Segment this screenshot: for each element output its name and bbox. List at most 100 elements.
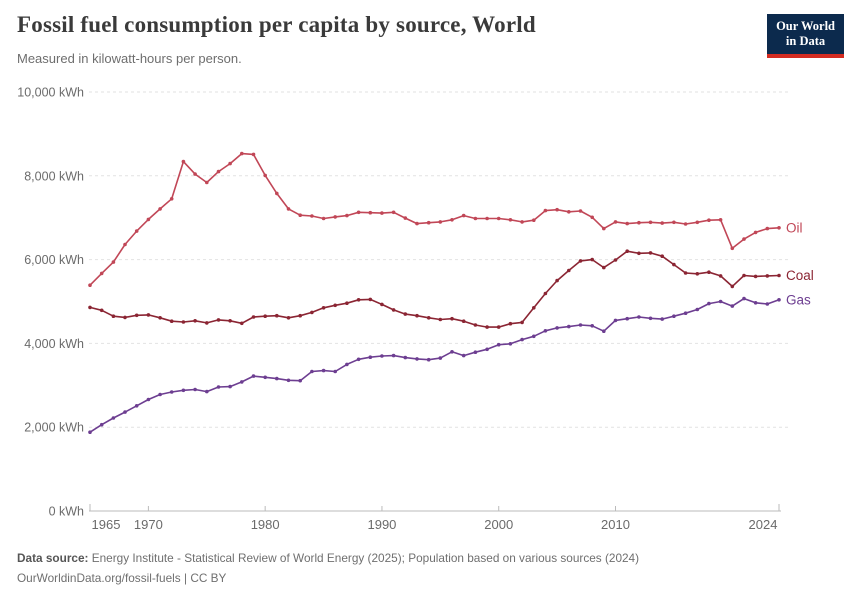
- data-point-coal: [637, 251, 641, 256]
- data-point-oil: [777, 226, 781, 230]
- data-point-oil: [415, 221, 419, 226]
- series-label-coal[interactable]: Coal: [786, 268, 814, 283]
- series-coal[interactable]: [88, 249, 781, 329]
- data-point-gas: [345, 362, 349, 367]
- data-point-oil: [240, 151, 244, 156]
- data-point-gas: [298, 378, 303, 383]
- data-point-oil: [286, 207, 291, 211]
- data-point-coal: [275, 313, 279, 318]
- data-point-gas: [181, 388, 186, 393]
- series-label-gas[interactable]: Gas: [786, 292, 811, 307]
- data-point-coal: [625, 249, 629, 253]
- data-point-coal: [485, 325, 489, 329]
- data-point-oil: [555, 207, 559, 212]
- data-point-oil: [613, 220, 618, 224]
- data-point-oil: [99, 271, 104, 276]
- series-oil[interactable]: [88, 151, 781, 287]
- data-point-gas: [695, 307, 700, 312]
- data-point-oil: [181, 159, 186, 164]
- y-axis-tick-label: 10,000 kWh: [17, 86, 84, 100]
- data-point-gas: [134, 404, 139, 408]
- data-point-coal: [415, 313, 419, 318]
- data-point-coal: [263, 314, 268, 318]
- data-point-coal: [380, 302, 384, 307]
- data-point-gas: [146, 397, 151, 402]
- data-point-coal: [532, 306, 536, 310]
- owid-logo[interactable]: Our World in Data: [767, 14, 844, 58]
- data-point-gas: [228, 384, 232, 389]
- data-point-coal: [450, 316, 454, 321]
- data-point-oil: [380, 211, 384, 215]
- data-point-coal: [555, 278, 559, 283]
- data-point-coal: [111, 314, 116, 318]
- data-point-gas: [321, 368, 326, 373]
- data-point-oil: [368, 210, 373, 215]
- data-point-gas: [672, 314, 676, 318]
- data-point-oil: [321, 216, 326, 221]
- data-point-oil: [310, 214, 314, 218]
- data-point-coal: [298, 313, 303, 318]
- data-point-oil: [228, 161, 232, 166]
- data-point-gas: [707, 301, 711, 306]
- data-point-gas: [508, 342, 513, 346]
- data-point-coal: [473, 323, 478, 327]
- data-point-oil: [391, 210, 396, 215]
- data-point-gas: [356, 357, 361, 362]
- logo-line-1: Our World: [776, 19, 835, 33]
- data-point-oil: [660, 221, 664, 225]
- data-point-coal: [193, 319, 197, 323]
- data-point-coal: [496, 325, 501, 329]
- data-point-coal: [753, 274, 758, 279]
- chart-canvas[interactable]: 0 kWh 2,000 kWh 4,000 kWh 6,000 kWh 8,000 kW…: [0, 85, 850, 545]
- data-point-coal: [508, 321, 513, 326]
- license-label: CC BY: [190, 570, 227, 585]
- data-point-oil: [730, 246, 735, 251]
- data-point-oil: [193, 172, 197, 176]
- data-point-gas: [777, 298, 781, 302]
- data-point-gas: [438, 356, 443, 360]
- data-point-gas: [169, 390, 174, 394]
- data-point-oil: [251, 152, 256, 157]
- data-point-gas: [473, 350, 478, 355]
- data-point-oil: [88, 283, 92, 287]
- data-point-coal: [765, 274, 770, 278]
- data-point-coal: [602, 265, 606, 270]
- data-point-coal: [730, 284, 735, 289]
- data-point-oil: [578, 209, 583, 213]
- data-point-gas: [368, 355, 373, 360]
- data-point-coal: [251, 315, 256, 319]
- data-point-coal: [672, 262, 676, 267]
- data-source-label: Data source:: [17, 551, 89, 565]
- owid-url-link[interactable]: OurWorldinData.org/fossil-fuels: [17, 570, 181, 585]
- x-axis-tick-label: 2024: [749, 517, 778, 532]
- data-point-oil: [111, 260, 116, 264]
- x-axis-tick-label: 2000: [484, 517, 513, 532]
- data-point-coal: [310, 310, 314, 315]
- data-source-text: Energy Institute - Statistical Review of…: [88, 551, 640, 565]
- data-point-coal: [356, 298, 361, 302]
- data-point-gas: [648, 316, 653, 321]
- data-point-coal: [169, 319, 174, 323]
- data-point-oil: [146, 217, 151, 222]
- data-point-oil: [216, 169, 221, 174]
- attribution-line: OurWorldinData.org/fossil-fuels | CC BY: [17, 569, 639, 589]
- series-gas[interactable]: [88, 296, 781, 435]
- data-point-oil: [707, 218, 711, 222]
- data-point-oil: [532, 218, 536, 222]
- data-point-oil: [765, 226, 770, 231]
- data-point-coal: [228, 319, 232, 323]
- data-point-gas: [765, 302, 770, 306]
- data-point-coal: [286, 316, 291, 320]
- data-point-coal: [321, 306, 326, 310]
- x-axis-tick-label: 2010: [601, 517, 630, 532]
- data-point-coal: [216, 318, 221, 322]
- data-point-gas: [275, 376, 279, 381]
- data-point-coal: [345, 301, 349, 305]
- data-point-oil: [298, 213, 303, 217]
- series-label-oil[interactable]: Oil: [786, 220, 803, 235]
- y-axis-tick-label: 2,000 kWh: [24, 421, 84, 435]
- data-point-coal: [99, 308, 104, 313]
- data-point-oil: [625, 221, 629, 226]
- data-point-gas: [158, 392, 162, 397]
- data-point-gas: [613, 318, 618, 323]
